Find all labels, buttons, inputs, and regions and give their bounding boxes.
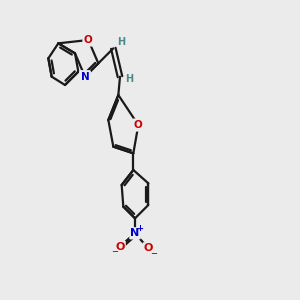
Text: N: N (130, 228, 140, 238)
Text: +: + (136, 224, 143, 233)
Text: O: O (144, 243, 153, 253)
Text: O: O (115, 242, 125, 252)
Text: −: − (112, 247, 118, 256)
Text: −: − (150, 249, 157, 258)
Text: H: H (125, 74, 133, 84)
Text: N: N (81, 72, 89, 82)
Text: H: H (117, 37, 125, 47)
Text: O: O (84, 35, 93, 45)
Text: O: O (134, 120, 143, 130)
